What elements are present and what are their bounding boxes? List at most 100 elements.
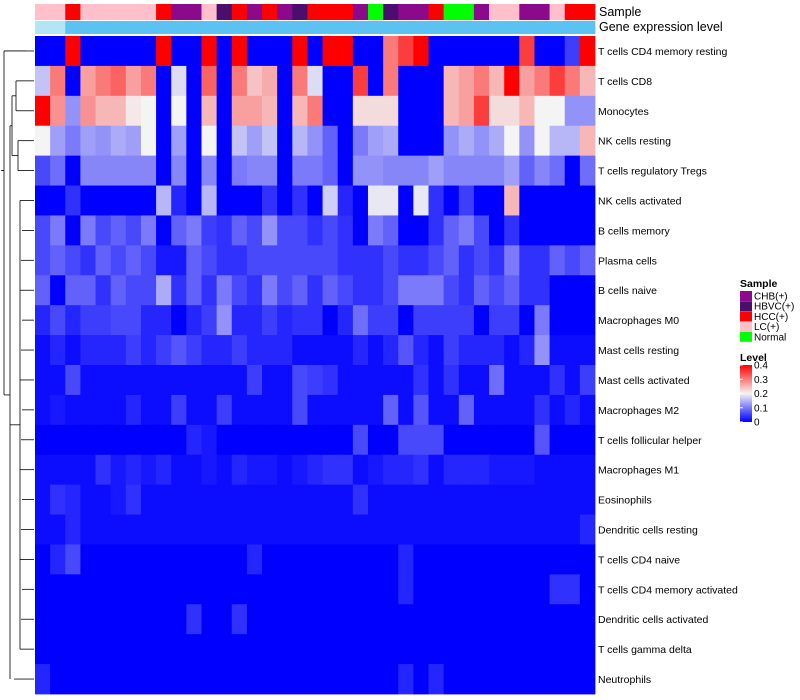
- heatmap-cell: [413, 275, 429, 306]
- heatmap-cell: [231, 125, 248, 157]
- heatmap-cell: [398, 514, 414, 545]
- heatmap-cell: [140, 215, 157, 246]
- heatmap-cell: [519, 155, 535, 186]
- heatmap-cell: [458, 604, 475, 635]
- heatmap-cell: [262, 185, 278, 216]
- heatmap-cell: [367, 574, 384, 605]
- heatmap-cell: [322, 574, 339, 605]
- heatmap-cell: [534, 544, 550, 575]
- heatmap-cell: [50, 95, 66, 127]
- heatmap-cell: [262, 215, 278, 246]
- heatmap-cell: [80, 574, 96, 605]
- heatmap-cell: [125, 365, 142, 396]
- heatmap-cell: [140, 544, 157, 575]
- heatmap-cell: [458, 634, 475, 665]
- heatmap-cell: [352, 185, 369, 216]
- heatmap-cell: [383, 215, 399, 246]
- heatmap-cell: [216, 365, 233, 396]
- heatmap-cell: [216, 574, 233, 605]
- heatmap-cell: [277, 36, 293, 67]
- sample-annotation-cell: [156, 4, 172, 20]
- heatmap-cell: [489, 544, 505, 575]
- heatmap-cell: [458, 574, 475, 605]
- heatmap-cell: [110, 424, 127, 456]
- level-annotation-cell: [95, 21, 112, 34]
- sample-legend-label: CHB(+): [754, 292, 788, 303]
- heatmap-cell: [125, 275, 142, 306]
- heatmap-cell: [579, 365, 596, 396]
- heatmap-cell: [519, 125, 535, 157]
- sample-annotation-cell: [65, 4, 81, 20]
- heatmap-cell: [80, 484, 96, 515]
- heatmap-cell: [383, 514, 399, 545]
- heatmap-cell: [216, 245, 233, 276]
- heatmap-cell: [428, 125, 445, 157]
- heatmap-cell: [110, 95, 127, 127]
- heatmap-cell: [398, 484, 414, 515]
- level-annotation-cell: [534, 21, 550, 34]
- heatmap-cell: [277, 65, 293, 97]
- heatmap-cell: [443, 604, 460, 635]
- heatmap-cell: [564, 574, 581, 605]
- heatmap-cell: [125, 484, 142, 515]
- heatmap-cell: [156, 65, 172, 97]
- level-tick-label: 0.3: [754, 375, 768, 386]
- heatmap-cell: [564, 335, 581, 366]
- heatmap-cell: [231, 394, 248, 426]
- heatmap-cell: [322, 604, 339, 635]
- sample-annotation-cell: [489, 4, 505, 20]
- heatmap-cell: [458, 394, 475, 426]
- heatmap-cell: [216, 604, 233, 635]
- sample-annotation-cell: [383, 4, 399, 20]
- level-legend: Level 0.4 0.3 0.2 0.1 0: [740, 352, 768, 429]
- heatmap-cell: [428, 424, 445, 456]
- heatmap-cell: [549, 155, 566, 186]
- heatmap-cell: [473, 65, 490, 97]
- heatmap-cell: [110, 245, 127, 276]
- heatmap-cell: [458, 544, 475, 575]
- heatmap-cell: [413, 215, 429, 246]
- heatmap-cell: [231, 305, 248, 336]
- sample-annotation-cell: [352, 4, 369, 20]
- heatmap-cell: [156, 275, 172, 306]
- heatmap-cell: [473, 125, 490, 157]
- heatmap-cell: [95, 574, 112, 605]
- heatmap-cell: [352, 95, 369, 127]
- heatmap-cell: [489, 454, 505, 486]
- heatmap-cell: [201, 544, 218, 575]
- heatmap-cell: [337, 604, 354, 635]
- heatmap-cell: [367, 95, 384, 127]
- sample-annotation-cell: [549, 4, 566, 20]
- heatmap-cell: [534, 245, 550, 276]
- heatmap-cell: [549, 305, 566, 336]
- heatmap-cell: [246, 95, 263, 127]
- heatmap-cell: [156, 365, 172, 396]
- level-annotation-cell: [292, 21, 308, 34]
- heatmap-cell: [337, 185, 354, 216]
- heatmap-cell: [50, 544, 66, 575]
- heatmap-cell: [65, 305, 81, 336]
- heatmap-cell: [428, 664, 445, 695]
- heatmap-cell: [383, 664, 399, 695]
- heatmap-cell: [413, 125, 429, 157]
- sample-annotation-cell: [519, 4, 535, 20]
- heatmap-cell: [277, 365, 293, 396]
- heatmap-cell: [216, 634, 233, 665]
- heatmap-cell: [473, 604, 490, 635]
- heatmap-cell: [564, 604, 581, 635]
- heatmap-cell: [246, 125, 263, 157]
- heatmap-cell: [65, 544, 81, 575]
- heatmap-cell: [367, 424, 384, 456]
- heatmap-cell: [292, 424, 308, 456]
- heatmap-cell: [216, 185, 233, 216]
- sample-legend-swatch: [740, 301, 752, 312]
- heatmap-cell: [277, 574, 293, 605]
- heatmap-cell: [110, 155, 127, 186]
- heatmap-cell: [80, 245, 96, 276]
- level-annotation-cell: [443, 21, 460, 34]
- heatmap-cell: [50, 514, 66, 545]
- heatmap-cell: [489, 36, 505, 67]
- heatmap-cell: [458, 245, 475, 276]
- heatmap-cell: [579, 574, 596, 605]
- heatmap-cell: [473, 664, 490, 695]
